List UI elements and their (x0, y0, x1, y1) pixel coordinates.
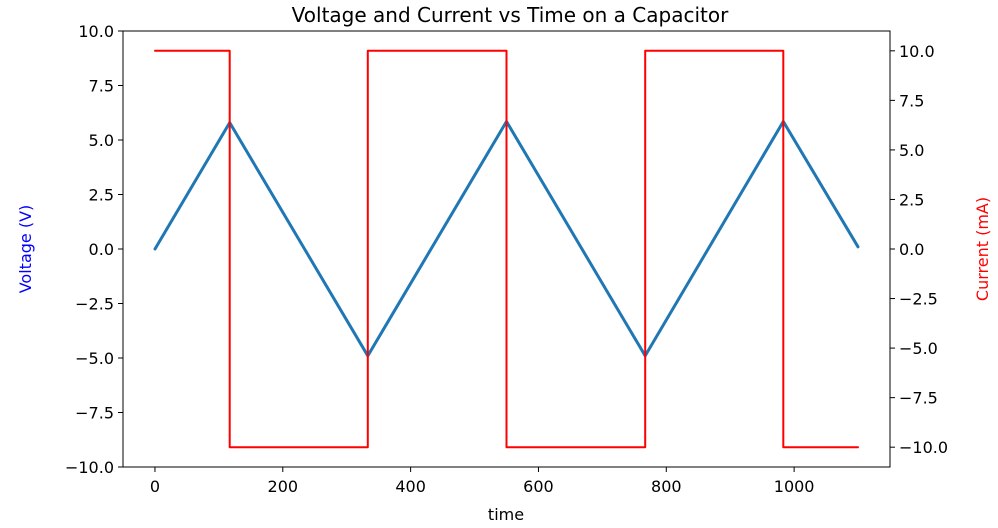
plot-area: 0 200 400 600 800 1000 10.0 7.5 5.0 2.5 0.0 −2.5 −5… (65, 22, 948, 496)
y-right-tick-label: 0.0 (899, 240, 924, 259)
chart-title: Voltage and Current vs Time on a Capacit… (292, 3, 729, 27)
series-layer (153, 49, 860, 449)
y-right-tick-label: 2.5 (899, 190, 924, 209)
x-tick-label: 1000 (774, 477, 815, 496)
current-series-line (154, 49, 859, 449)
y-axis-right: 10.0 7.5 5.0 2.5 0.0 −2.5 −5.0 −7.5 −10.0 (890, 42, 948, 457)
y-left-tick-label: 5.0 (89, 131, 114, 150)
y-left-tick-label: −7.5 (75, 404, 114, 423)
x-tick-label: 600 (523, 477, 554, 496)
y-left-tick-label: 2.5 (89, 186, 114, 205)
x-tick-label: 400 (395, 477, 426, 496)
y-right-tick-label: 10.0 (899, 42, 935, 61)
y-left-tick-label: −2.5 (75, 295, 114, 314)
x-axis: 0 200 400 600 800 1000 (150, 467, 815, 496)
x-tick-label: 800 (651, 477, 682, 496)
y-axis-left: 10.0 7.5 5.0 2.5 0.0 −2.5 −5.0 −7.5 −10.0 (65, 22, 123, 477)
y-axis-left-label: Voltage (V) (16, 205, 35, 294)
x-tick-label: 200 (268, 477, 299, 496)
y-right-tick-label: 5.0 (899, 141, 924, 160)
x-axis-label: time (488, 505, 524, 524)
x-tick-label: 0 (150, 477, 160, 496)
y-right-tick-label: −10.0 (899, 438, 948, 457)
y-left-tick-label: 10.0 (78, 22, 114, 41)
y-right-tick-label: −5.0 (899, 339, 938, 358)
y-left-tick-label: −10.0 (65, 458, 114, 477)
y-left-tick-label: 0.0 (89, 240, 114, 259)
y-right-tick-label: −2.5 (899, 290, 938, 309)
y-right-tick-label: −7.5 (899, 389, 938, 408)
y-right-tick-label: 7.5 (899, 91, 924, 110)
y-axis-right-label: Current (mA) (973, 197, 992, 301)
y-left-tick-label: 7.5 (89, 77, 114, 96)
y-left-tick-label: −5.0 (75, 349, 114, 368)
